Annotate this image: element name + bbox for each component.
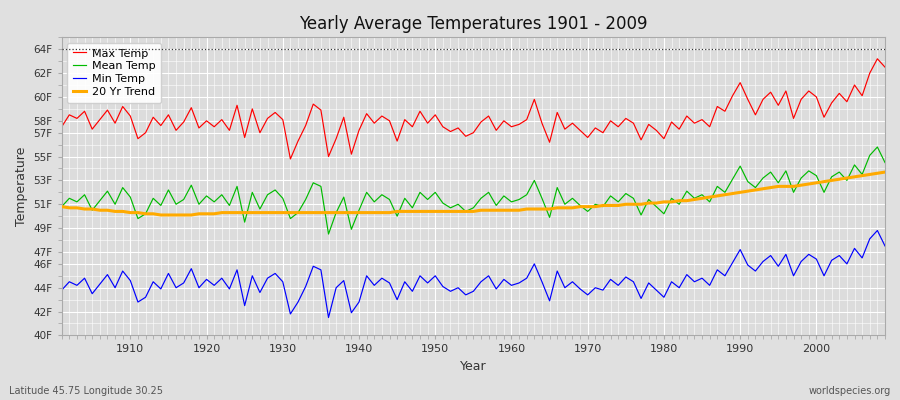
Mean Temp	[506, 200, 517, 204]
20 Yr Trend	[879, 170, 890, 174]
Line: 20 Yr Trend: 20 Yr Trend	[62, 172, 885, 215]
Min Temp	[338, 278, 349, 283]
Min Temp	[514, 280, 525, 285]
Min Temp	[872, 228, 883, 233]
Line: Min Temp: Min Temp	[62, 230, 885, 318]
20 Yr Trend	[605, 203, 616, 208]
Min Temp	[285, 312, 296, 316]
20 Yr Trend	[338, 210, 349, 215]
20 Yr Trend	[57, 204, 68, 209]
Mean Temp	[323, 232, 334, 236]
Mean Temp	[879, 160, 890, 165]
Legend: Max Temp, Mean Temp, Min Temp, 20 Yr Trend: Max Temp, Mean Temp, Min Temp, 20 Yr Tre…	[68, 43, 161, 103]
Min Temp	[605, 277, 616, 282]
Max Temp	[879, 65, 890, 70]
Mean Temp	[872, 145, 883, 150]
Mean Temp	[605, 194, 616, 198]
Max Temp	[514, 122, 525, 127]
20 Yr Trend	[156, 212, 166, 217]
Max Temp	[117, 104, 128, 109]
Max Temp	[57, 124, 68, 129]
Line: Max Temp: Max Temp	[62, 59, 885, 159]
Max Temp	[872, 56, 883, 61]
Max Temp	[338, 115, 349, 120]
Max Temp	[506, 124, 517, 129]
Y-axis label: Temperature: Temperature	[15, 147, 28, 226]
Text: worldspecies.org: worldspecies.org	[809, 386, 891, 396]
20 Yr Trend	[514, 208, 525, 213]
Mean Temp	[338, 195, 349, 200]
X-axis label: Year: Year	[460, 360, 487, 373]
Max Temp	[292, 139, 303, 144]
Text: Latitude 45.75 Longitude 30.25: Latitude 45.75 Longitude 30.25	[9, 386, 163, 396]
Max Temp	[285, 156, 296, 161]
Mean Temp	[285, 216, 296, 221]
Mean Temp	[57, 204, 68, 209]
Title: Yearly Average Temperatures 1901 - 2009: Yearly Average Temperatures 1901 - 2009	[299, 15, 648, 33]
Mean Temp	[117, 185, 128, 190]
Line: Mean Temp: Mean Temp	[62, 147, 885, 234]
20 Yr Trend	[506, 208, 517, 213]
Min Temp	[323, 315, 334, 320]
Min Temp	[117, 269, 128, 274]
Max Temp	[605, 118, 616, 123]
20 Yr Trend	[292, 210, 303, 215]
20 Yr Trend	[117, 209, 128, 214]
Min Temp	[57, 288, 68, 292]
Mean Temp	[514, 197, 525, 202]
Min Temp	[506, 283, 517, 288]
Min Temp	[879, 244, 890, 248]
